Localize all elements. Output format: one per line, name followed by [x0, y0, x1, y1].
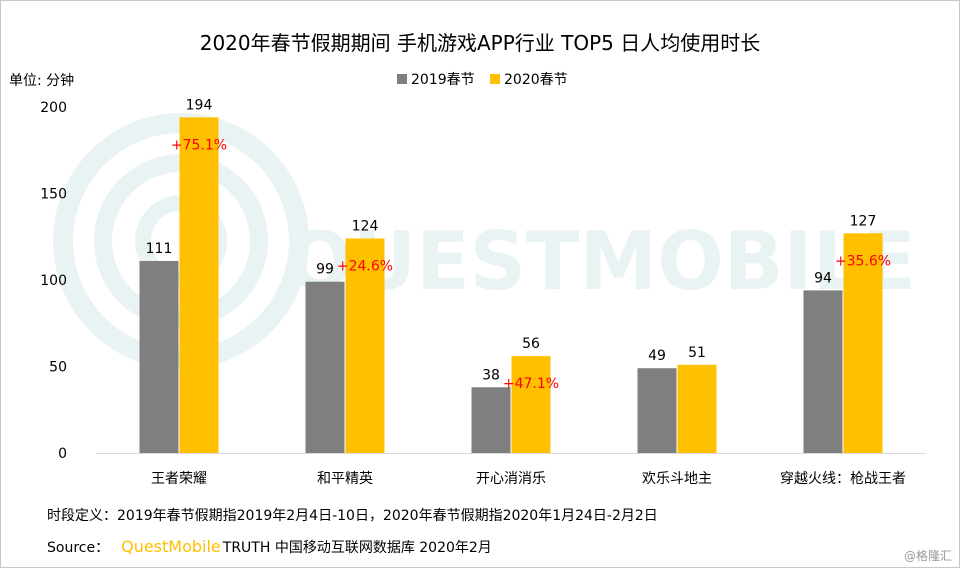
growth-label: +75.1%	[171, 137, 227, 153]
bar-value-label: 99	[316, 262, 334, 278]
bar-2019	[471, 387, 511, 453]
growth-label: +47.1%	[503, 376, 559, 392]
bar-2019	[305, 281, 345, 453]
bar-value-label: 56	[522, 336, 540, 352]
x-tick-label: 和平精英	[317, 470, 373, 487]
bar-value-label: 49	[648, 348, 666, 364]
y-tick-label: 100	[40, 273, 67, 289]
growth-label: +35.6%	[835, 253, 891, 269]
bar-value-label: 194	[186, 97, 213, 113]
legend-swatch-2020	[490, 74, 500, 84]
x-tick-label: 开心消消乐	[476, 471, 546, 487]
bar-2020	[677, 364, 717, 453]
period-definition: 时段定义：2019年春节假期指2019年2月4日-10日，2020年春节假期指2…	[47, 508, 658, 524]
x-tick-label: 穿越火线：枪战王者	[780, 470, 906, 487]
growth-label: +24.6%	[337, 258, 393, 274]
y-tick-label: 150	[40, 187, 67, 203]
legend-swatch-2019	[397, 74, 407, 84]
credit-text: @格隆汇	[904, 548, 952, 563]
bar-2019	[637, 368, 677, 453]
unit-label: 单位: 分钟	[9, 72, 74, 89]
bar-value-label: 38	[482, 367, 500, 383]
x-axis-labels: 王者荣耀 和平精英 开心消消乐 欢乐斗地主 穿越火线：枪战王者	[151, 470, 906, 487]
bar-value-label: 51	[688, 345, 706, 361]
bar-value-label: 94	[814, 270, 832, 286]
x-tick-label: 王者荣耀	[151, 471, 207, 487]
bar-value-label: 127	[850, 213, 877, 229]
legend-label-2019: 2019春节	[411, 72, 475, 88]
bar-2020	[345, 238, 385, 453]
x-tick-label: 欢乐斗地主	[642, 471, 712, 487]
bar-2019	[803, 290, 843, 453]
y-tick-label: 50	[49, 360, 67, 376]
bar-2020	[179, 117, 219, 453]
y-tick-label: 0	[58, 446, 67, 462]
plot-area: 111 194 +75.1% 99 124 +24.6% 38 56 +47.1% 49 51 94 1…	[139, 97, 891, 453]
legend: 2019春节 2020春节	[397, 72, 568, 88]
bar-value-label: 124	[352, 218, 379, 234]
source-label: Source：	[47, 540, 109, 556]
y-axis: 0 50 100 150 200	[40, 100, 67, 462]
source-brand: QuestMobile	[121, 537, 221, 556]
source-line: Source： QuestMobile TRUTH 中国移动互联网数据库 2020年…	[47, 537, 492, 556]
bar-2020	[511, 356, 551, 453]
chart-title: 2020年春节假期期间 手机游戏APP行业 TOP5 日人均使用时长	[200, 31, 761, 55]
legend-label-2020: 2020春节	[504, 72, 568, 88]
source-text: TRUTH 中国移动互联网数据库 2020年2月	[222, 540, 492, 556]
bar-2020	[843, 233, 883, 453]
bar-value-label: 111	[146, 241, 173, 257]
y-tick-label: 200	[40, 100, 67, 116]
bar-2019	[139, 260, 179, 453]
